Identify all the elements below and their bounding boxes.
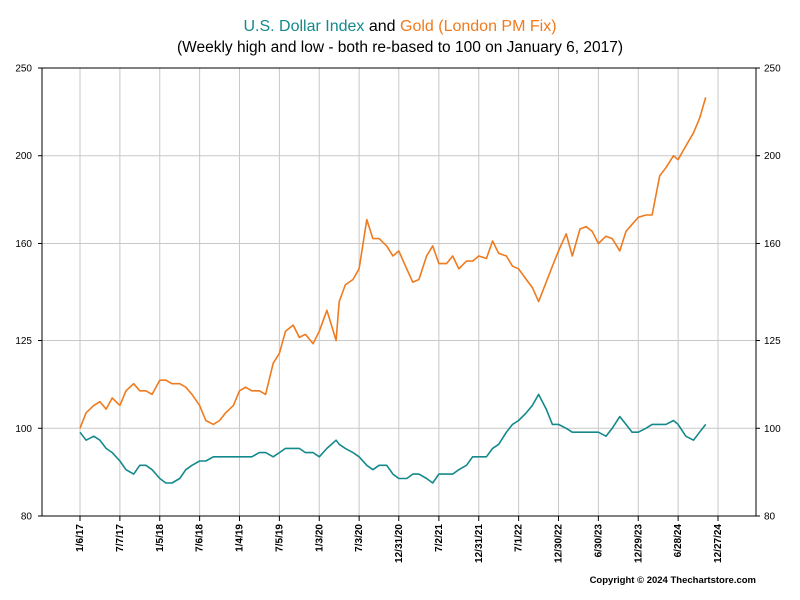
y-tick-label-left: 160 — [15, 239, 32, 250]
copyright-text: Copyright © 2024 Thechartstore.com — [589, 575, 756, 586]
chart-subtitle: (Weekly high and low - both re-based to … — [176, 39, 624, 56]
x-tick-label: 12/29/23 — [633, 524, 644, 563]
x-tick-label: 6/30/23 — [593, 524, 604, 558]
y-tick-label-right: 80 — [764, 512, 776, 523]
x-tick-label: 7/2/21 — [434, 524, 445, 552]
y-tick-label-right: 125 — [764, 336, 781, 347]
x-tick-label: 7/6/18 — [195, 524, 206, 552]
x-tick-label: 1/4/19 — [235, 524, 246, 552]
y-axis-right: 80 100 125 160 200 250 — [756, 64, 781, 523]
x-tick-label: 12/27/24 — [713, 524, 724, 563]
x-tick-label: 1/6/17 — [75, 524, 86, 552]
title-conjunction: and — [368, 18, 396, 35]
x-tick-label: 12/31/21 — [474, 524, 485, 563]
x-tick-label: 12/30/22 — [554, 524, 565, 563]
x-tick-label: 7/5/19 — [274, 524, 285, 552]
y-tick-label-right: 160 — [764, 239, 781, 250]
series-line-dollar-index — [79, 393, 707, 484]
x-axis: 1/6/17 7/7/17 1/5/18 7/6/18 1/4/19 7/5/19 1/3/… — [75, 516, 724, 563]
y-tick-label-left: 200 — [15, 151, 32, 162]
x-tick-label: 1/5/18 — [155, 524, 166, 552]
x-tick-label: 7/3/20 — [354, 524, 365, 552]
title-series2: Gold (London PM Fix) — [400, 18, 557, 35]
y-tick-label-left: 80 — [21, 512, 33, 523]
y-axis-left: 80 100 125 160 200 250 — [15, 64, 42, 523]
y-tick-label-right: 200 — [764, 151, 781, 162]
y-tick-label-right: 250 — [764, 64, 781, 75]
x-tick-label: 1/3/20 — [314, 524, 325, 552]
y-tick-label-left: 250 — [15, 64, 32, 75]
x-tick-label: 6/28/24 — [673, 524, 684, 558]
y-tick-label-left: 125 — [15, 336, 32, 347]
x-tick-label: 7/7/17 — [115, 524, 126, 552]
chart-title: U.S. Dollar Index and Gold (London PM Fi… — [0, 18, 800, 36]
series-line-gold — [79, 97, 707, 429]
y-tick-label-left: 100 — [15, 424, 32, 435]
y-tick-label-right: 100 — [764, 424, 781, 435]
x-tick-label: 7/1/22 — [514, 524, 525, 552]
title-series1: U.S. Dollar Index — [243, 18, 365, 35]
grid — [42, 68, 756, 516]
x-tick-label: 12/31/20 — [394, 524, 405, 563]
series-layer — [79, 97, 707, 484]
